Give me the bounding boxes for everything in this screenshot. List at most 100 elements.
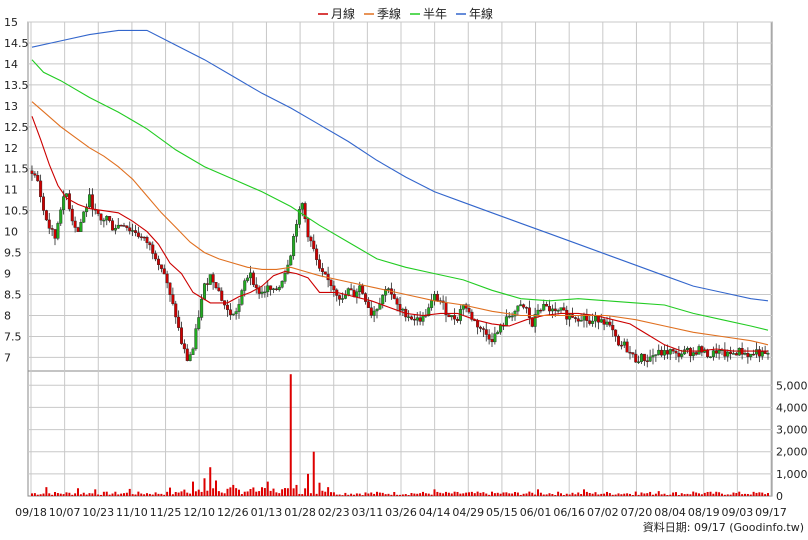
volume-bar <box>370 492 373 496</box>
volume-bar <box>677 495 680 496</box>
candle-down <box>220 290 224 301</box>
legend-label: 半年 <box>423 7 447 21</box>
candle-down <box>617 335 621 346</box>
candle-down <box>530 317 534 327</box>
volume-bar <box>123 493 125 496</box>
candle-down <box>108 216 112 221</box>
volume-bar <box>488 494 491 496</box>
volume-bar <box>45 487 48 496</box>
volume-bar <box>48 493 51 496</box>
candle-down <box>90 194 94 210</box>
date-tick-label: 12/26 <box>217 506 249 519</box>
volume-bar <box>217 491 220 496</box>
candle-down <box>573 317 577 319</box>
candle-down <box>225 304 229 310</box>
volume-bar <box>594 492 597 496</box>
candle-up <box>749 353 753 357</box>
volume-bar <box>729 494 732 496</box>
volume-bar <box>350 493 353 496</box>
date-tick-label: 04/29 <box>452 506 484 519</box>
volume-bar <box>424 493 427 496</box>
candle-down <box>614 329 618 337</box>
candle-up <box>237 304 241 312</box>
volume-bar <box>321 490 324 496</box>
volume-bar <box>703 492 706 496</box>
volume-bar <box>721 493 723 496</box>
candle-up <box>599 319 603 323</box>
candle-down <box>36 175 40 182</box>
ma-line-季線 <box>31 101 769 346</box>
candle-down <box>619 344 623 347</box>
volume-bar <box>514 491 516 496</box>
volume-bar <box>746 493 749 496</box>
price-tick-label: 14 <box>4 58 18 71</box>
candle-up <box>260 291 264 294</box>
price-tick-label: 15 <box>4 16 18 29</box>
candle-up <box>387 288 391 290</box>
volume-bar <box>183 489 186 496</box>
candle-up <box>743 353 747 355</box>
volume-bar <box>698 493 700 496</box>
volume-bar <box>258 491 261 496</box>
candle-down <box>99 213 103 221</box>
candle-up <box>516 305 520 312</box>
volume-bar <box>660 494 663 496</box>
volume-bar <box>117 494 120 496</box>
candle-up <box>717 349 721 354</box>
candle-up <box>200 298 204 318</box>
candle-down <box>763 351 767 354</box>
candle-down <box>487 334 491 340</box>
candle-down <box>165 273 169 284</box>
volume-bar <box>692 491 695 496</box>
date-axis-ticks: 09/18 10/07 10/23 11/10 11/25 12/10 12/26 01/13… <box>15 506 787 519</box>
volume-bar <box>307 473 309 496</box>
volume-bar <box>519 494 522 496</box>
candle-down <box>634 353 638 363</box>
candle-up <box>711 350 715 357</box>
volume-bar <box>459 493 462 496</box>
volume-bar <box>137 491 140 496</box>
candle-up <box>680 353 684 357</box>
legend-label: 年線 <box>469 6 493 21</box>
candle-down <box>179 327 183 344</box>
volume-bar <box>715 491 718 496</box>
volume-bar <box>407 495 410 496</box>
candle-down <box>642 353 646 361</box>
candle-up <box>579 319 583 322</box>
volume-bar <box>140 493 143 496</box>
candle-down <box>596 316 600 323</box>
candle-down <box>645 360 649 362</box>
candle-down <box>33 173 37 176</box>
candle-down <box>361 285 365 294</box>
volume-bar <box>286 488 289 496</box>
volume-bar <box>669 494 672 496</box>
volume-bar <box>767 493 769 496</box>
candle-down <box>746 353 750 357</box>
candle-down <box>456 318 460 321</box>
candle-up <box>496 331 500 334</box>
legend-label: 月線 <box>331 6 355 21</box>
candle-up <box>568 314 572 320</box>
candle-up <box>504 316 508 327</box>
candle-up <box>591 320 595 324</box>
candle-up <box>295 224 299 237</box>
date-tick-label: 10/07 <box>49 506 81 519</box>
volume-bar <box>600 493 603 496</box>
volume-bar <box>672 492 675 496</box>
volume-bar <box>657 491 660 496</box>
candle-up <box>372 310 376 316</box>
candle-down <box>527 307 531 318</box>
volume-bar <box>686 493 689 496</box>
volume-bar <box>212 488 215 496</box>
candle-up <box>430 300 434 308</box>
candle-down <box>484 329 488 335</box>
ma-line-月線 <box>31 116 768 352</box>
volume-bar <box>511 493 514 496</box>
volume-bar <box>640 492 643 496</box>
candle-down <box>148 242 152 246</box>
candle-down <box>168 282 172 295</box>
volume-bar <box>453 491 456 496</box>
candle-up <box>433 293 437 302</box>
volume-bar <box>626 493 629 496</box>
candle-up <box>726 351 730 357</box>
